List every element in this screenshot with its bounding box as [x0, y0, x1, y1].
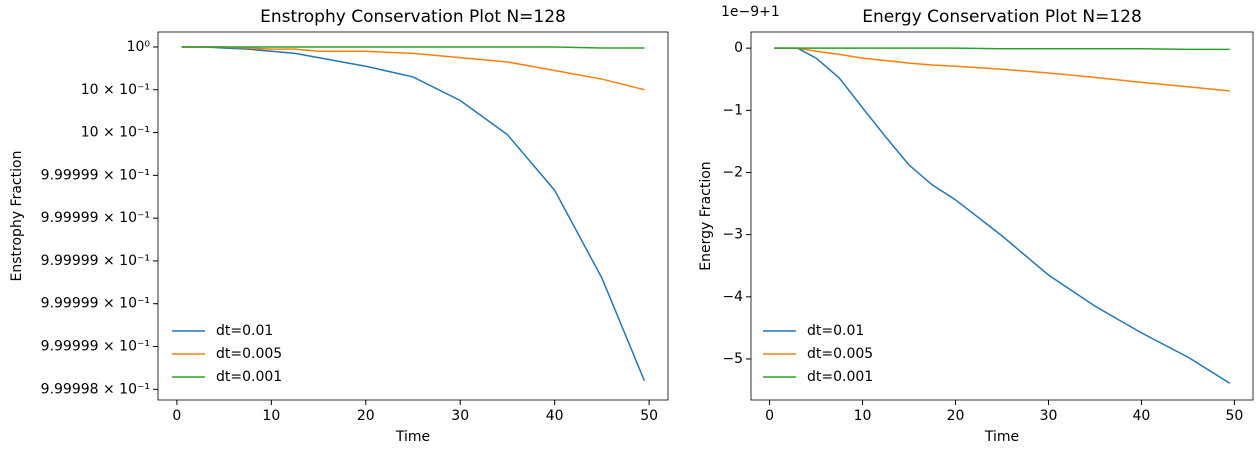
- data-line: [774, 47, 1230, 51]
- x-tick-label: 30: [1040, 408, 1058, 424]
- y-tick-label: 10 × 10⁻¹: [81, 125, 150, 141]
- x-tick-label: 20: [357, 408, 375, 424]
- legend-label: dt=0.005: [216, 346, 282, 362]
- x-axis-label: Time: [984, 429, 1019, 445]
- x-tick-label: 40: [1133, 408, 1151, 424]
- x-axis-label: Time: [395, 429, 430, 445]
- y-tick-label: 10 × 10⁻¹: [81, 82, 150, 98]
- x-tick-label: 40: [546, 408, 564, 424]
- y-tick-label: 9.99999 × 10⁻¹: [41, 296, 150, 312]
- y-axis-label: Enstrophy Fraction: [9, 151, 25, 282]
- legend-label: dt=0.01: [216, 323, 273, 339]
- x-tick-label: 30: [451, 408, 469, 424]
- y-tick-label: 0: [734, 40, 743, 56]
- y-axis-label: Energy Fraction: [698, 161, 714, 270]
- x-tick-label: 10: [262, 408, 280, 424]
- data-line: [181, 46, 645, 91]
- legend-label: dt=0.001: [216, 369, 282, 385]
- legend-label: dt=0.01: [807, 323, 864, 339]
- legend-label: dt=0.001: [807, 369, 873, 385]
- x-tick-label: 0: [765, 408, 774, 424]
- x-tick-label: 10: [854, 408, 872, 424]
- chart-title: Energy Conservation Plot N=128: [862, 7, 1142, 27]
- y-tick-label: −2: [722, 164, 743, 180]
- y-tick-label: −3: [722, 227, 743, 243]
- y-tick-label: 9.99999 × 10⁻¹: [41, 167, 150, 183]
- data-line: [181, 46, 646, 382]
- x-tick-label: 50: [1225, 408, 1243, 424]
- y-tick-label: −5: [722, 351, 743, 367]
- y-tick-label: −4: [722, 289, 743, 305]
- y-tick-label: 9.99999 × 10⁻¹: [41, 210, 150, 226]
- data-line: [181, 46, 645, 49]
- plot-frame: [750, 31, 1254, 401]
- offset-label: 1e−9+1: [721, 4, 780, 20]
- y-tick-label: −1: [722, 102, 743, 118]
- x-tick-label: 0: [172, 408, 181, 424]
- chart-title: Enstrophy Conservation Plot N=128: [260, 7, 566, 27]
- plot-frame: [157, 31, 669, 401]
- x-tick-label: 50: [640, 408, 658, 424]
- y-tick-label: 10⁰: [127, 39, 151, 55]
- y-tick-label: 9.99998 × 10⁻¹: [41, 381, 150, 397]
- data-line: [774, 47, 1230, 92]
- data-line: [774, 47, 1231, 384]
- y-tick-label: 9.99999 × 10⁻¹: [41, 253, 150, 269]
- y-tick-label: 9.99999 × 10⁻¹: [41, 339, 150, 355]
- x-tick-label: 20: [947, 408, 965, 424]
- legend-label: dt=0.005: [807, 346, 873, 362]
